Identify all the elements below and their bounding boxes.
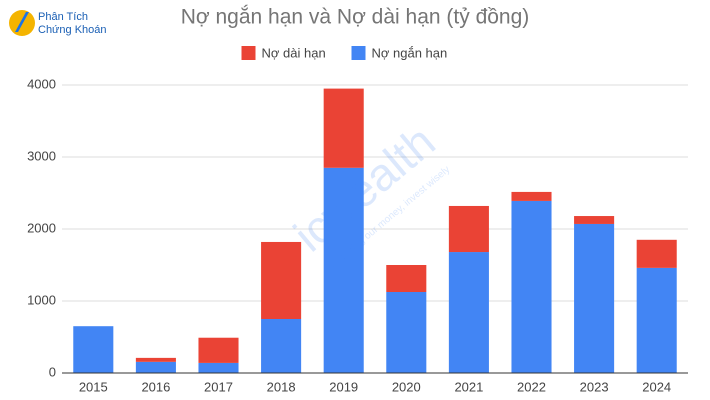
chart-title: Nợ ngắn hạn và Nợ dài hạn (tỷ đồng) xyxy=(181,6,530,29)
x-tick-label: 2016 xyxy=(141,379,170,394)
bar xyxy=(574,223,615,373)
bar xyxy=(198,362,239,373)
x-tick-label: 2017 xyxy=(204,379,233,394)
bar xyxy=(636,267,677,373)
bar xyxy=(261,241,302,319)
x-tick-label: 2021 xyxy=(454,379,483,394)
x-tick-label: 2022 xyxy=(517,379,546,394)
legend-swatch xyxy=(351,46,366,60)
x-tick-label: 2015 xyxy=(79,379,108,394)
logo-text: Chứng Khoán xyxy=(38,24,107,36)
bar xyxy=(135,357,176,362)
bar xyxy=(511,191,552,201)
logo-text: Phân Tích xyxy=(38,11,88,23)
x-tick-label: 2020 xyxy=(392,379,421,394)
bar xyxy=(448,205,489,253)
y-tick-label: 0 xyxy=(49,364,56,379)
bar xyxy=(73,326,114,373)
legend-swatch xyxy=(241,46,256,60)
bar xyxy=(511,200,552,373)
bar xyxy=(574,216,615,224)
watermark: icwealth Mastering our money, invest wis… xyxy=(284,115,452,272)
y-tick-label: 3000 xyxy=(27,148,56,163)
x-tick-label: 2018 xyxy=(267,379,296,394)
plot: 0 1000 2000 3000 4000 Nợ dài hạn Nợ ngắn hạn 20… xyxy=(27,45,688,394)
bar xyxy=(135,361,176,373)
bar xyxy=(261,319,302,373)
y-tick-label: 4000 xyxy=(27,76,56,91)
y-tick-label: 1000 xyxy=(27,292,56,307)
bar xyxy=(636,239,677,268)
bar xyxy=(323,88,364,168)
x-tick-label: 2019 xyxy=(329,379,358,394)
y-tick-label: 2000 xyxy=(27,220,56,235)
bar xyxy=(386,292,427,373)
logo: Phân Tích Chứng Khoán xyxy=(9,10,107,36)
x-tick-label: 2023 xyxy=(580,379,609,394)
x-tick-label: 2024 xyxy=(642,379,671,394)
bar xyxy=(323,167,364,373)
bar xyxy=(448,252,489,373)
legend-label: Nợ dài hạn xyxy=(262,45,326,60)
bar xyxy=(386,265,427,292)
bar xyxy=(198,337,239,363)
legend-label: Nợ ngắn hạn xyxy=(372,45,448,60)
logo-icon xyxy=(15,12,29,32)
